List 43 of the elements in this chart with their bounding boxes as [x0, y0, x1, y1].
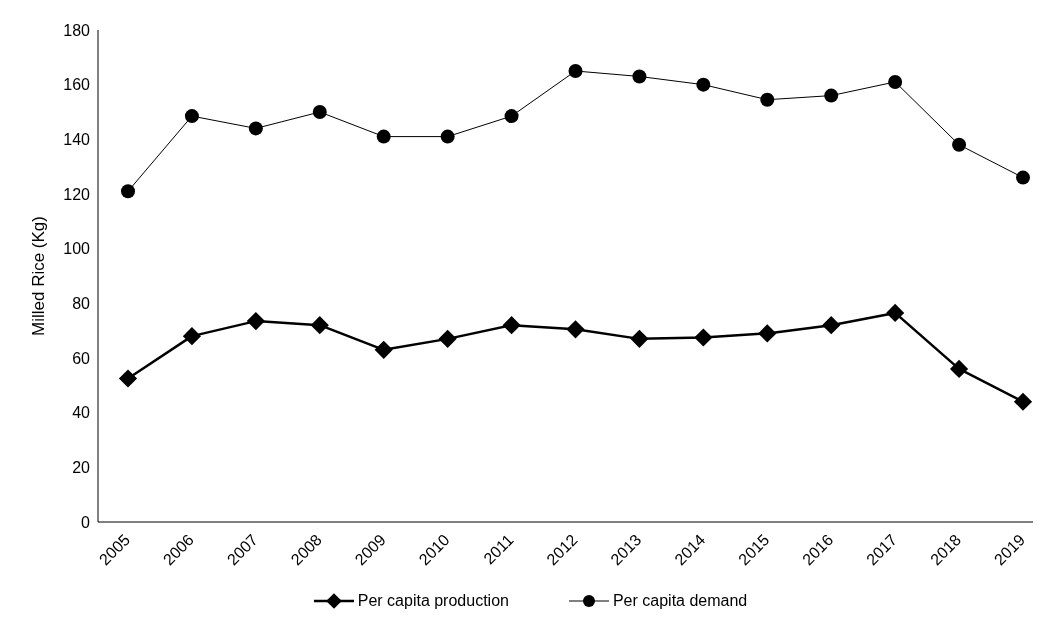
y-tick-label: 100 [63, 240, 91, 258]
point [438, 329, 457, 348]
point [246, 312, 265, 331]
point [888, 74, 903, 89]
point [502, 316, 521, 335]
legend-label: Per capita production [357, 592, 509, 610]
point [824, 88, 839, 103]
point [1016, 170, 1030, 185]
point [118, 369, 138, 388]
point [504, 109, 519, 124]
y-tick-label: 0 [81, 513, 91, 531]
y-tick-label: 80 [72, 295, 91, 313]
point [568, 64, 583, 78]
point [886, 303, 905, 322]
point [949, 359, 969, 379]
point [822, 316, 841, 335]
point [310, 316, 329, 335]
point [376, 129, 391, 144]
point [758, 324, 777, 343]
point [184, 109, 199, 124]
y-tick-label: 60 [72, 349, 91, 367]
point [440, 129, 455, 144]
y-tick-label: 120 [63, 185, 91, 203]
point [696, 77, 711, 92]
point [566, 320, 585, 339]
point [121, 184, 135, 199]
point [760, 92, 775, 107]
legend-label: Per capita demand [612, 592, 748, 610]
point [632, 69, 647, 84]
point [374, 340, 393, 359]
y-tick-label: 160 [63, 76, 91, 94]
y-axis-title: Milled Rice (Kg) [29, 216, 49, 336]
point [1013, 392, 1033, 411]
y-tick-label: 140 [63, 131, 91, 149]
point [630, 329, 649, 348]
point [312, 105, 327, 119]
y-tick-label: 20 [72, 459, 91, 477]
y-tick-label: 40 [72, 404, 91, 422]
point [694, 328, 713, 347]
point [182, 327, 202, 346]
point [952, 137, 967, 152]
point [248, 121, 263, 136]
y-tick-label: 180 [63, 21, 91, 39]
